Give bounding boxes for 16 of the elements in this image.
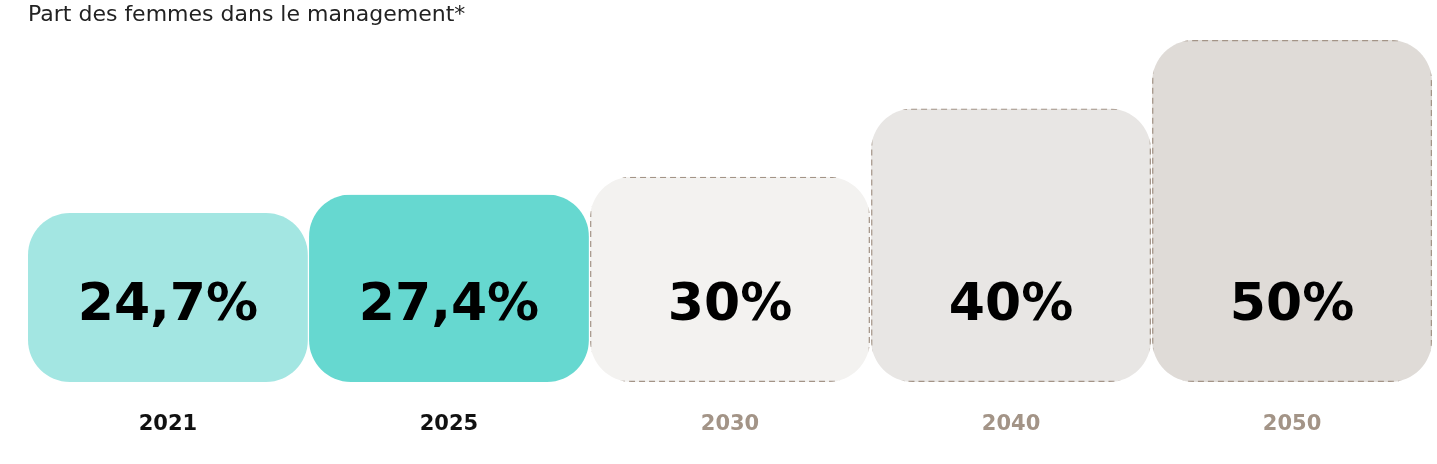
bar [590,176,870,382]
bar [28,213,308,382]
x-tick-label: 2021 [138,410,198,435]
data-label: 24,7% [77,272,259,332]
x-tick-label: 2040 [981,410,1041,435]
bar [1152,40,1432,382]
data-label: 27,4% [358,272,540,332]
data-label: 30% [667,272,793,332]
x-tick-label: 2050 [1262,410,1322,435]
chart-title: Part des femmes dans le management* [28,1,466,26]
data-label: 40% [948,272,1074,332]
bar [309,194,589,382]
bar [871,108,1151,382]
x-tick-label: 2025 [419,410,479,435]
x-tick-label: 2030 [700,410,760,435]
data-label: 50% [1229,272,1355,332]
